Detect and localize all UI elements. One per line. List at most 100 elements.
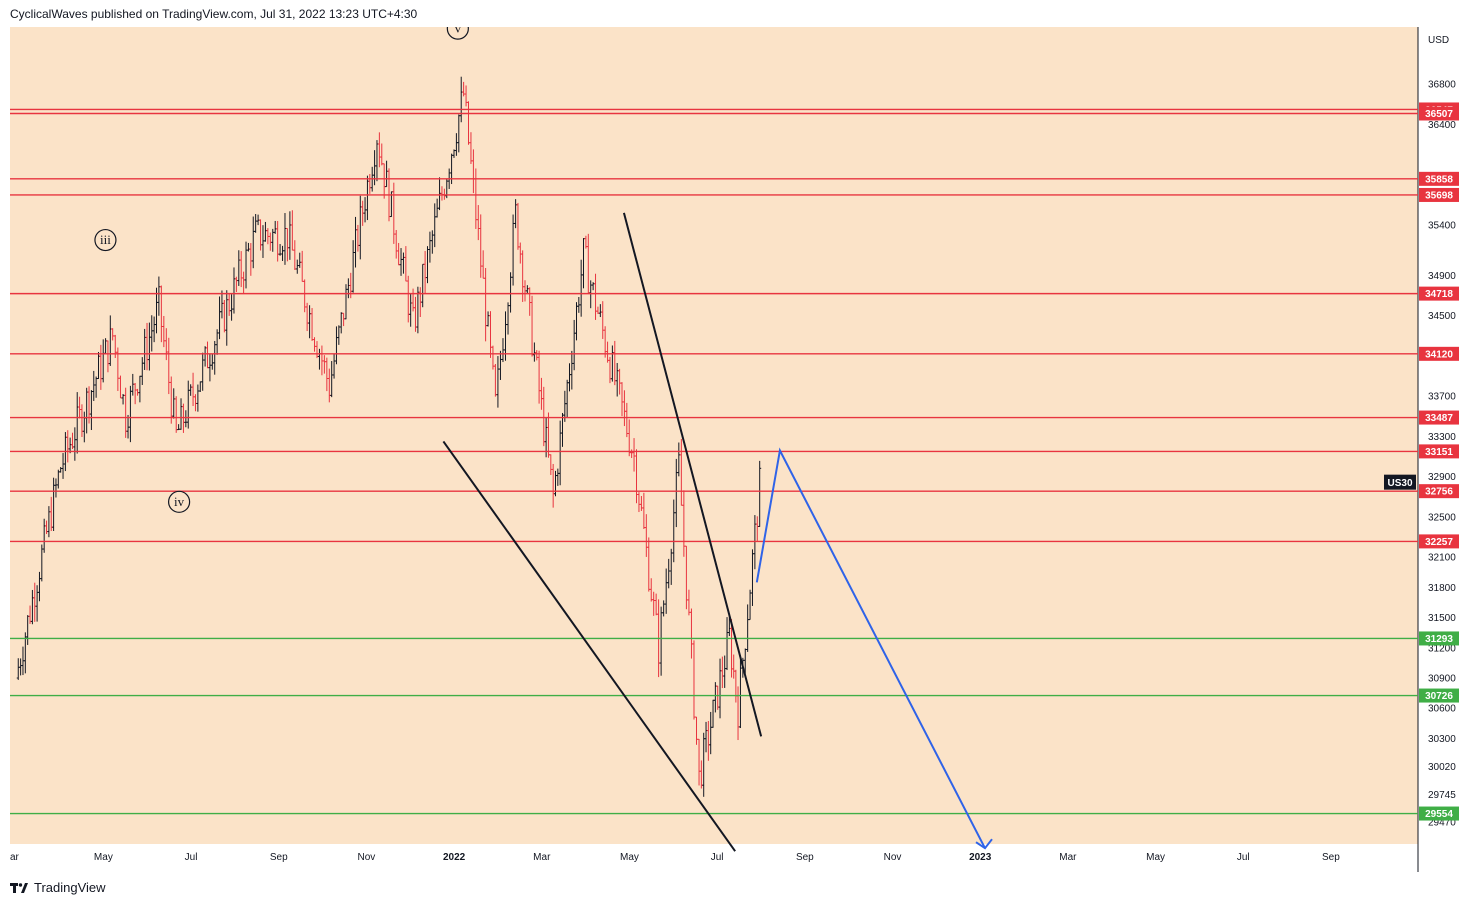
time-tick-label: Sep <box>1322 852 1340 863</box>
price-tick-label: 30300 <box>1428 734 1456 745</box>
wave-label-circle <box>94 228 117 252</box>
resistance-level-tag-label: 33151 <box>1425 447 1453 458</box>
resistance-level-tag-bg <box>1419 484 1459 499</box>
wave-label: iv <box>168 490 191 513</box>
time-tick-label: May <box>1146 852 1165 863</box>
price-tick-label: 30900 <box>1428 674 1456 685</box>
price-tick-label: 33300 <box>1428 432 1456 443</box>
price-tick-label: 30600 <box>1428 704 1456 715</box>
resistance-level-tag-bg <box>1419 187 1459 202</box>
resistance-level-tag: 35698 <box>1419 187 1459 202</box>
resistance-level-tag: 34120 <box>1419 346 1459 361</box>
price-tick-label: 31800 <box>1428 583 1456 594</box>
support-level-tag-bg <box>1419 806 1459 821</box>
resistance-level-tag-label: 32257 <box>1425 537 1453 548</box>
resistance-level-tag-label: 35858 <box>1425 174 1453 185</box>
support-level-tag: 31293 <box>1419 631 1459 646</box>
time-tick-label: Nov <box>358 852 376 863</box>
symbol-tag-label: US30 <box>1387 478 1412 489</box>
time-tick-label: Sep <box>270 852 288 863</box>
resistance-level-tag: 35858 <box>1419 171 1459 186</box>
levels-layer <box>10 108 1418 815</box>
time-tick-label: Sep <box>796 852 814 863</box>
resistance-level-tag-bg <box>1419 286 1459 301</box>
time-tick-label: Nov <box>884 852 902 863</box>
projection-path <box>755 447 986 849</box>
projection-arrowhead <box>975 838 993 850</box>
trendline <box>442 440 736 852</box>
candle <box>758 460 762 527</box>
wave-label-circle <box>168 490 191 513</box>
wave-labels-layer: iii iv v <box>94 27 469 513</box>
resistance-level-tag-bg <box>1419 346 1459 361</box>
price-chart[interactable]: USD iii iv v 36800 36400 35400 34900 34500 3370… <box>10 27 1468 872</box>
resistance-level-tag-label: 36507 <box>1425 109 1453 120</box>
support-level-tag: 30726 <box>1419 688 1459 703</box>
wave-label-circle <box>446 27 469 40</box>
time-tick-label: Mar <box>1059 852 1077 863</box>
price-tick-label: 30020 <box>1428 762 1456 773</box>
price-tick-label: 35400 <box>1428 220 1456 231</box>
resistance-level-tag-bg <box>1419 534 1459 549</box>
price-tick-label: 32500 <box>1428 512 1456 523</box>
time-axis-background <box>10 844 1418 872</box>
wave-label-text: iv <box>174 494 185 509</box>
trendline <box>622 212 763 737</box>
time-tick-label: Jul <box>1237 852 1250 863</box>
projection-layer <box>755 447 993 850</box>
time-tick-label: Jul <box>185 852 198 863</box>
tradingview-brand: TradingView <box>34 880 106 895</box>
candles-layer <box>16 76 762 797</box>
resistance-level-tag-label: 34718 <box>1425 289 1453 300</box>
price-tick-label: 31500 <box>1428 613 1456 624</box>
publisher-header: CyclicalWaves published on TradingView.c… <box>10 7 418 21</box>
price-tick-label: 29745 <box>1428 790 1456 801</box>
price-tick-label: 33700 <box>1428 392 1456 403</box>
time-tick-label: May <box>620 852 639 863</box>
time-tick-label: ar <box>10 852 20 863</box>
resistance-level-tag: 33487 <box>1419 410 1459 425</box>
time-tick-label: 2022 <box>443 852 466 863</box>
resistance-level-tag-label: 32756 <box>1425 487 1453 498</box>
price-tick-label: 36800 <box>1428 80 1456 91</box>
price-axis-ticks: 36800 36400 35400 34900 34500 33700 33300 32900… <box>1428 80 1456 829</box>
resistance-level-tag: 32257 <box>1419 534 1459 549</box>
price-tick-label: 29470 <box>1428 818 1456 829</box>
resistance-level-tag: 34718 <box>1419 286 1459 301</box>
tradingview-logo-icon <box>10 882 28 893</box>
time-tick-label: Jul <box>711 852 724 863</box>
wave-label-text: iii <box>100 232 111 247</box>
price-tick-label: 32100 <box>1428 553 1456 564</box>
wave-label: iii <box>94 228 117 252</box>
chart-canvas[interactable]: USD iii iv v 36800 36400 35400 34900 34500 3370… <box>10 27 1468 872</box>
wave-label-text: v <box>455 27 462 36</box>
resistance-level-tag-bg <box>1419 171 1459 186</box>
price-tick-label: 31200 <box>1428 643 1456 654</box>
support-level-tag-label: 29554 <box>1425 809 1453 820</box>
time-tick-label: May <box>94 852 113 863</box>
currency-label: USD <box>1428 35 1449 46</box>
symbol-tag-bg <box>1384 474 1416 490</box>
resistance-level-tag: 32756 <box>1419 484 1459 499</box>
time-axis-ticks: ar May Jul Sep Nov 2022 Mar May Jul Sep Nov 2023 Mar… <box>10 852 1340 863</box>
support-level-tag-label: 31293 <box>1425 634 1453 645</box>
time-tick-label: Mar <box>533 852 551 863</box>
trendlines-layer <box>442 212 763 852</box>
resistance-level-tag-label: 35698 <box>1425 190 1453 201</box>
resistance-level-tag-bg <box>1419 444 1459 459</box>
resistance-level-tag-label: 34120 <box>1425 349 1453 360</box>
resistance-level-tag-label: 33487 <box>1425 413 1453 424</box>
plot-background <box>10 27 1418 844</box>
price-tick-label: 34900 <box>1428 271 1456 282</box>
support-level-tag-bg <box>1419 688 1459 703</box>
resistance-level-tag: 36507 <box>1419 106 1459 121</box>
level-tags-layer: 3654736507358583569834718341203348733151… <box>1384 102 1459 821</box>
support-level-tag: 29554 <box>1419 806 1459 821</box>
support-level-tag-label: 30726 <box>1425 691 1453 702</box>
price-tick-label: 36400 <box>1428 120 1456 131</box>
resistance-level-tag-bg <box>1419 410 1459 425</box>
wave-label: v <box>446 27 469 40</box>
resistance-level-tag: 33151 <box>1419 444 1459 459</box>
price-tick-label: 34500 <box>1428 311 1456 322</box>
time-tick-label: 2023 <box>969 852 992 863</box>
